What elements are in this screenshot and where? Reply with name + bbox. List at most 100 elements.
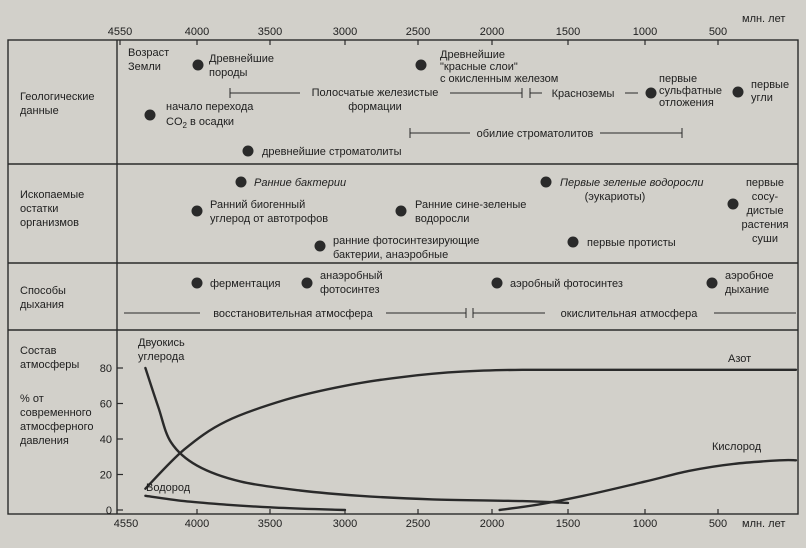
row-label-atm: Состав <box>20 345 57 357</box>
anaerobic-ps-label: фотосинтез <box>320 284 380 296</box>
hydrogen-curve-label: Водород <box>146 482 191 494</box>
photo-bacteria-label: ранние фотосинтезирующие <box>333 235 479 247</box>
blue-green-label: Ранние сине-зеленые <box>415 199 526 211</box>
red-beds-label: "красные слои" <box>440 61 518 73</box>
oldest-rocks-label: Древнейшие <box>209 53 274 65</box>
event-dot-blue-green <box>395 205 407 217</box>
row-labels: Геологические данные Ископаемые остатки … <box>20 91 94 447</box>
event-dot-sulfate <box>645 87 657 99</box>
red-beds-label: с окисленным железом <box>440 73 558 85</box>
vascular-plants-label: суши <box>752 233 778 245</box>
bottom-tick-label: 3000 <box>333 518 357 530</box>
top-tick-label: 1500 <box>556 26 580 38</box>
event-dot-fermentation <box>191 277 203 289</box>
event-dot-green-algae <box>540 176 552 188</box>
oxygen-curve <box>498 458 798 512</box>
green-algae-label: (эукариоты) <box>585 191 646 203</box>
top-tick-label: 1000 <box>633 26 657 38</box>
bottom-tick-label: 2500 <box>406 518 430 530</box>
row-label-atm-sub: давления <box>20 435 69 447</box>
protists-label: первые протисты <box>587 237 676 249</box>
event-dot-coal <box>732 86 744 98</box>
bottom-tick-label: 1000 <box>633 518 657 530</box>
event-dot-vascular-plants <box>727 198 739 210</box>
stromatolite-abundance-label: обилие строматолитов <box>477 128 594 140</box>
early-bacteria-label: Ранние бактерии <box>254 177 346 189</box>
sulfate-label: отложения <box>659 97 714 109</box>
aerobic-respiration-label: аэробное <box>725 270 774 282</box>
early-carbon-label: углерод от автотрофов <box>210 213 328 225</box>
bottom-tick-label: 500 <box>709 518 727 530</box>
coal-label: первые <box>751 79 789 91</box>
sulfate-label: первые <box>659 73 697 85</box>
fossil-row: Ранние бактерии Первые зеленые водоросли… <box>191 176 789 261</box>
top-axis-unit: млн. лет <box>742 13 785 25</box>
event-dot-aerobic-ps <box>491 277 503 289</box>
reducing-atmosphere-label: восстановительная атмосфера <box>213 308 373 320</box>
y-tick-label: 40 <box>100 434 112 446</box>
earth-age-label: Земли <box>128 61 161 73</box>
oldest-rocks-label: породы <box>209 67 247 79</box>
row-label-atm-sub: % от <box>20 393 44 405</box>
event-dot-protists <box>567 236 579 248</box>
coal-label: угли <box>751 92 773 104</box>
oldest-stromatolites-label: древнейшие строматолиты <box>262 146 402 158</box>
oxidizing-atmosphere-label: окислительная атмосфера <box>561 308 699 320</box>
y-tick-label: 0 <box>106 505 112 517</box>
event-dot-red-beds <box>415 59 427 71</box>
fermentation-label: ферментация <box>210 278 281 290</box>
co2-sediment-label: CO2 в осадки <box>166 116 234 130</box>
vascular-plants-label: первые <box>746 177 784 189</box>
oxygen-curve-label: Кислород <box>712 441 762 453</box>
blue-green-label: водоросли <box>415 213 469 225</box>
row-label-resp: Способы <box>20 285 66 297</box>
co2-sediment-label: начало перехода <box>166 101 254 113</box>
vascular-plants-label: дистые <box>746 205 783 217</box>
bottom-tick-label: 1500 <box>556 518 580 530</box>
row-label-fossil: организмов <box>20 217 79 229</box>
aerobic-respiration-label: дыхание <box>725 284 769 296</box>
row-label-fossil: остатки <box>20 203 58 215</box>
bottom-axis: 4550 4000 3500 3000 2500 2000 1500 1000 … <box>114 509 785 530</box>
row-label-atm-sub: современного <box>20 407 92 419</box>
bottom-tick-label: 4550 <box>114 518 138 530</box>
co2-curve <box>144 366 570 505</box>
co2-curve-label: Двуокись <box>138 337 185 349</box>
event-dot-co2-sediment <box>144 109 156 121</box>
event-dot-oldest-rocks <box>192 59 204 71</box>
y-tick-label: 60 <box>100 399 112 411</box>
atmosphere-curves <box>144 366 798 512</box>
y-tick-label: 80 <box>100 363 112 375</box>
top-tick-label: 3000 <box>333 26 357 38</box>
bottom-axis-unit: млн. лет <box>742 518 785 530</box>
nitrogen-curve <box>144 368 798 490</box>
earth-age-label: Возраст <box>128 47 169 59</box>
vascular-plants-label: сосу- <box>752 191 779 203</box>
row-label-resp: дыхания <box>20 299 64 311</box>
vascular-plants-label: растения <box>742 219 789 231</box>
row-label-geo: данные <box>20 105 59 117</box>
top-tick-label: 2000 <box>480 26 504 38</box>
bottom-tick-label: 3500 <box>258 518 282 530</box>
row-label-fossil: Ископаемые <box>20 189 84 201</box>
top-axis: 4550 4000 3500 3000 2500 2000 1500 1000 … <box>108 13 785 45</box>
respiration-row: ферментация анаэробный фотосинтез аэробн… <box>124 270 796 320</box>
row-label-atm-sub: атмосферного <box>20 421 93 433</box>
row-label-geo: Геологические <box>20 91 94 103</box>
bottom-tick-label: 2000 <box>480 518 504 530</box>
y-axis-ticks: 80 60 40 20 0 <box>100 363 123 517</box>
event-dot-aerobic-respiration <box>706 277 718 289</box>
co2-curve-label: углерода <box>138 351 185 363</box>
top-tick-label: 4000 <box>185 26 209 38</box>
red-soils-label: Красноземы <box>552 88 615 100</box>
event-dot-photo-bacteria <box>314 240 326 252</box>
atmosphere-chart: 80 60 40 20 0 Двуокись углерода Азот Кислоро… <box>100 337 798 517</box>
event-dot-anaerobic-ps <box>301 277 313 289</box>
sulfate-label: сульфатные <box>659 85 722 97</box>
top-tick-label: 2500 <box>406 26 430 38</box>
top-tick-label: 3500 <box>258 26 282 38</box>
early-carbon-label: Ранний биогенный <box>210 199 305 211</box>
nitrogen-curve-label: Азот <box>728 353 751 365</box>
bottom-tick-label: 4000 <box>185 518 209 530</box>
